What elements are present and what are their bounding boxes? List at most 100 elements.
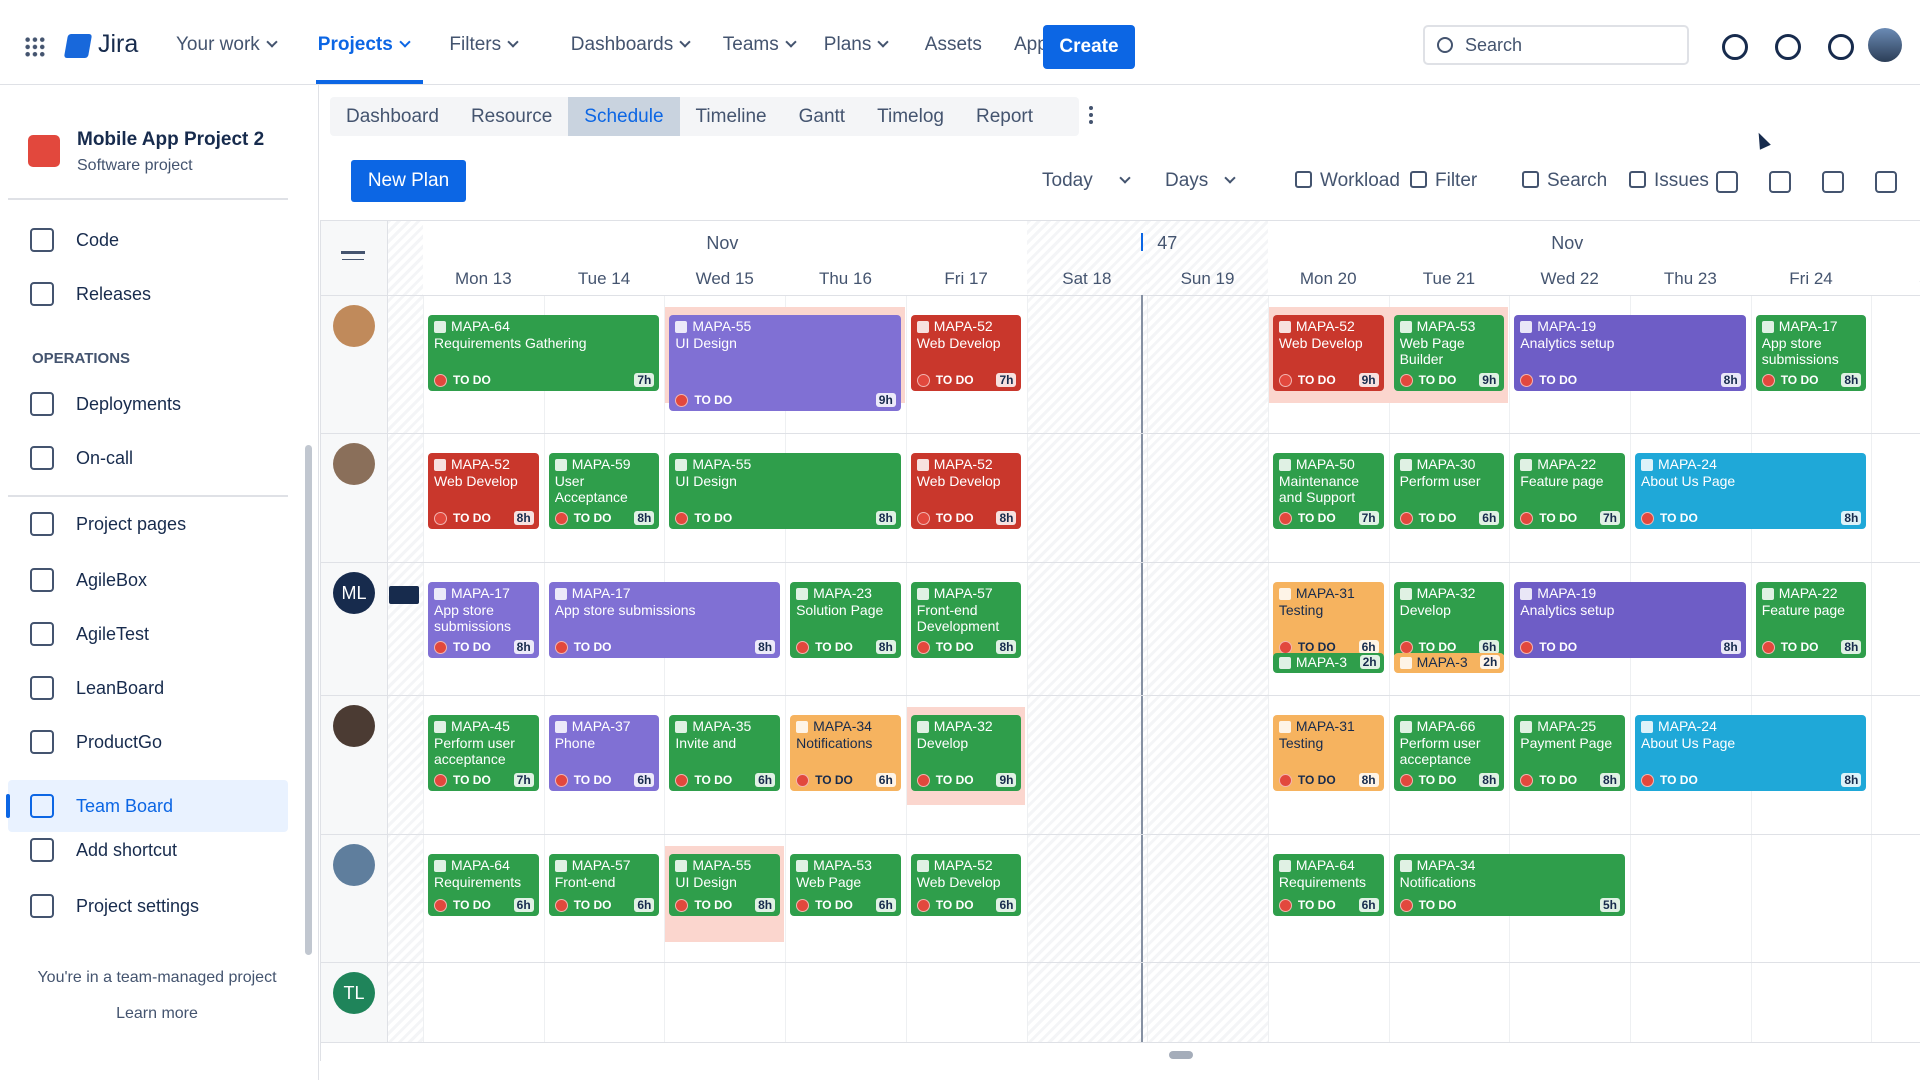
task-card[interactable]: MAPA-64 Requirements TO DO 6h (1272, 854, 1384, 916)
sidebar-item[interactable]: Deployments (30, 392, 181, 416)
nav-item[interactable]: Filters (449, 34, 519, 56)
product-name[interactable]: Jira (98, 30, 139, 58)
task-footer: TO DO 7h (916, 373, 1017, 387)
task-footer: TO DO 8h (1761, 640, 1862, 654)
sidebar-item[interactable]: On-call (30, 446, 133, 470)
sidebar-item[interactable]: AgileBox (30, 568, 147, 592)
toolbar-issues[interactable]: Issues (1629, 170, 1709, 192)
more-dots[interactable] (1089, 106, 1093, 110)
task-card[interactable]: MAPA-17 App store submissions TO DO 8h (1755, 315, 1867, 391)
tab-more[interactable] (1049, 97, 1079, 136)
toolbar-filter[interactable]: Filter (1410, 170, 1477, 192)
task-card[interactable]: MAPA-52 Web Develop TO DO 7h (910, 315, 1022, 391)
task-card[interactable]: MAPA-55 UI Design TO DO 8h (669, 453, 901, 529)
tab[interactable]: Report (975, 106, 1033, 127)
task-card[interactable]: MAPA-35 Invite and TO DO 6h (669, 715, 781, 791)
task-key: MAPA-17 (1778, 318, 1838, 334)
app-switcher[interactable] (24, 36, 46, 58)
task-card[interactable]: MAPA-52 Web Develop TO DO 8h (428, 453, 539, 529)
nav-item[interactable]: Plans (824, 34, 889, 56)
tab[interactable]: Schedule (568, 97, 680, 136)
toolbar-search[interactable]: Search (1522, 170, 1607, 192)
task-card[interactable]: MAPA-52 Web Develop TO DO 8h (910, 453, 1022, 529)
sidebar-item[interactable]: ProductGo (30, 730, 162, 754)
nav-item[interactable]: Your work (176, 34, 278, 56)
help-icon[interactable] (1775, 34, 1801, 60)
sidebar-item[interactable]: Project pages (30, 512, 186, 536)
sidebar-item[interactable]: Releases (30, 282, 151, 306)
task-card[interactable]: MAPA-3 2h (1393, 653, 1505, 673)
sidebar-item[interactable]: Add shortcut (30, 838, 177, 862)
nav-item[interactable]: Dashboards (571, 34, 691, 56)
toolbar-icon-button[interactable] (1875, 171, 1897, 193)
day-divider (1267, 295, 1269, 1042)
task-card[interactable]: MAPA-17 App store submissions TO DO 8h (548, 582, 781, 658)
create-button[interactable]: Create (1043, 25, 1135, 69)
sidebar-item[interactable]: LeanBoard (30, 676, 164, 700)
nav-item[interactable]: Teams (723, 34, 797, 56)
tab[interactable]: Gantt (798, 106, 846, 127)
month-label: Nov (1551, 233, 1584, 253)
search-placeholder: Search (1465, 35, 1523, 55)
task-card[interactable]: MAPA-64 Requirements TO DO 6h (428, 854, 539, 916)
tab[interactable]: Resource (470, 106, 553, 127)
task-card[interactable]: MAPA-57 Front-end Development TO DO 8h (910, 582, 1022, 658)
toolbar-days[interactable]: Days (1165, 170, 1236, 192)
sidebar-item[interactable]: Project settings (30, 894, 199, 918)
toolbar-today[interactable]: Today (1042, 170, 1131, 192)
sidebar-item[interactable]: AgileTest (30, 622, 149, 646)
task-card[interactable]: MAPA-25 Payment Page TO DO 8h (1514, 715, 1625, 791)
tab[interactable]: Timeline (695, 106, 767, 127)
search-box[interactable]: Search (1423, 25, 1689, 65)
task-card[interactable]: MAPA-34 Notifications TO DO 5h (1393, 854, 1625, 916)
task-card[interactable]: MAPA-55 UI Design TO DO 8h (669, 854, 781, 916)
task-card[interactable]: MAPA-32 Develop TO DO 6h (1393, 582, 1505, 658)
toolbar-workload[interactable]: Workload (1295, 170, 1400, 192)
task-card[interactable]: MAPA-24 About Us Page TO DO 8h (1635, 453, 1867, 529)
task-card[interactable]: MAPA-45 Perform user acceptance TO DO 7h (428, 715, 539, 791)
filter-icon[interactable] (341, 251, 365, 254)
task-card[interactable]: MAPA-34 Notifications TO DO 6h (790, 715, 901, 791)
sidebar-item[interactable]: Team Board (6, 780, 288, 832)
nav-item[interactable]: Assets (925, 34, 982, 56)
task-card[interactable]: MAPA-52 Web Develop TO DO 6h (910, 854, 1022, 916)
profile-avatar[interactable] (1868, 28, 1902, 62)
toolbar-icon-button[interactable] (1769, 171, 1791, 193)
task-card[interactable]: MAPA-17 App store submissions TO DO 8h (428, 582, 539, 658)
task-card[interactable]: MAPA-23 Solution Page TO DO 8h (790, 582, 901, 658)
cursor (1753, 130, 1771, 150)
task-card[interactable]: MAPA-31 Testing TO DO 6h (1272, 582, 1384, 658)
task-card[interactable]: MAPA-22 Feature page TO DO 7h (1514, 453, 1625, 529)
new-plan-button[interactable]: New Plan (351, 160, 466, 202)
task-key-row: MAPA-24 (1641, 456, 1860, 473)
task-card[interactable]: MAPA-37 Phone TO DO 6h (548, 715, 660, 791)
tab[interactable]: Dashboard (346, 106, 439, 127)
sidebar-item[interactable]: Code (30, 228, 119, 252)
task-card[interactable]: MAPA-57 Front-end TO DO 6h (548, 854, 660, 916)
task-card[interactable]: MAPA-19 Analytics setup TO DO 8h (1514, 582, 1746, 658)
task-card[interactable]: MAPA-30 Perform user TO DO 6h (1393, 453, 1505, 529)
task-card[interactable]: MAPA-24 About Us Page TO DO 8h (1635, 715, 1867, 791)
task-card[interactable]: MAPA-19 Analytics setup TO DO 8h (1514, 315, 1746, 391)
settings-icon[interactable] (1828, 34, 1854, 60)
task-card[interactable]: MAPA-64 Requirements Gathering TO DO 7h (428, 315, 660, 391)
task-card[interactable]: MAPA-50 Maintenance and Support TO DO 7h (1272, 453, 1384, 529)
notifications-icon[interactable] (1722, 34, 1748, 60)
task-card[interactable]: MAPA-31 Testing TO DO 8h (1272, 715, 1384, 791)
task-card[interactable]: MAPA-55 UI Design TO DO 9h (669, 315, 901, 411)
day-label: Mon 20 (1299, 269, 1357, 288)
task-card[interactable]: MAPA-53 Web Page Builder TO DO 9h (1393, 315, 1505, 391)
learn-more[interactable]: Learn more (116, 1005, 198, 1022)
nav-item[interactable]: Projects (318, 34, 411, 56)
task-card[interactable]: MAPA-53 Web Page TO DO 6h (790, 854, 901, 916)
task-card[interactable]: MAPA-22 Feature page TO DO 8h (1755, 582, 1867, 658)
task-status: TO DO (694, 393, 733, 407)
task-card[interactable]: MAPA-52 Web Develop TO DO 9h (1272, 315, 1384, 391)
tab[interactable]: Timelog (877, 106, 944, 127)
toolbar-icon-button[interactable] (1822, 171, 1844, 193)
toolbar-icon-button[interactable] (1716, 171, 1738, 193)
task-card[interactable]: MAPA-3 2h (1272, 653, 1384, 673)
task-card[interactable]: MAPA-32 Develop TO DO 9h (910, 715, 1022, 791)
